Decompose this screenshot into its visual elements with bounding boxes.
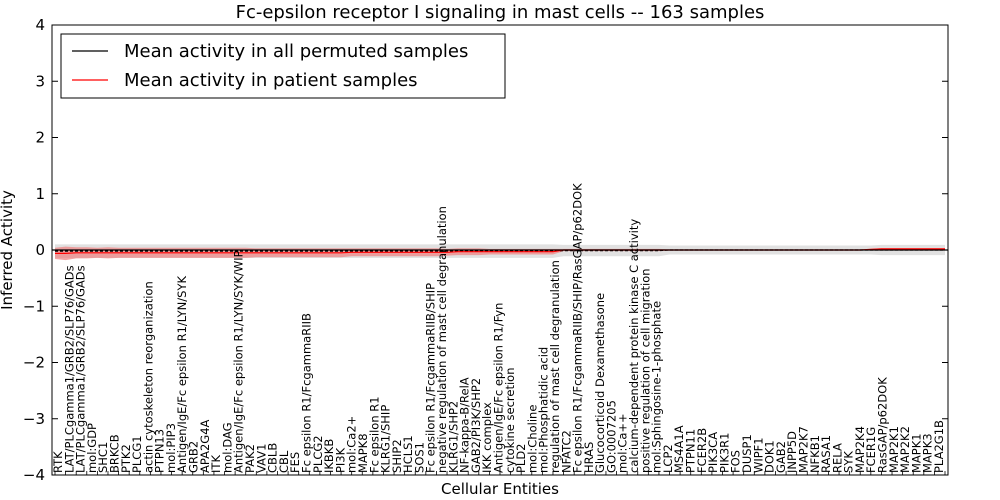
entity-label: PAK2 — [243, 444, 257, 473]
y-tick-label: −3 — [23, 410, 45, 428]
entity-label: HCLS1 — [401, 435, 415, 473]
entity-label: MAP2K2 — [898, 426, 912, 473]
y-ticks: −4 −3 −2 −1 0 1 2 3 4 — [23, 16, 948, 484]
entity-label: SOS1 — [412, 442, 426, 473]
entity-label: SHIP2 — [390, 439, 404, 473]
entity-label: cytokine secretion — [503, 367, 517, 473]
entity-label: FES — [288, 452, 302, 473]
entity-label: LAT/PLCgamma1/GRB2/SLP76/GADs — [74, 265, 88, 473]
entity-label: GO:0007205 — [604, 400, 618, 473]
entity-label: PTPN13 — [153, 429, 167, 473]
entity-label: FOS — [729, 450, 743, 473]
entity-label: MAP2K7 — [797, 426, 811, 473]
entity-label: FCER1G — [864, 427, 878, 473]
entity-label: RELA — [830, 443, 844, 473]
entity-label: ITK — [209, 455, 223, 473]
entity-label: Antigen/IgE/Fc epsilon R1/Fyn — [492, 303, 506, 473]
entity-label: PIK3R1 — [717, 433, 731, 474]
entity-label: MS4A1A — [672, 425, 686, 473]
entity-label: HRAS — [582, 442, 596, 473]
entity-label: LCP2 — [661, 444, 675, 473]
entity-label: PLCG1 — [130, 435, 144, 473]
entity-label: RasGAP/p62DOK — [876, 377, 890, 473]
legend-label-patient: Mean activity in patient samples — [124, 70, 418, 91]
legend-label-permuted: Mean activity in all permuted samples — [124, 41, 468, 62]
y-tick-label: −4 — [23, 466, 45, 484]
entity-label: Fc epsilon R1/FcgammaRIIB/SHIP/RasGAP/p6… — [571, 183, 585, 473]
entity-label: CBLB — [266, 443, 280, 473]
entity-label: calcium-dependent protein kinase C activ… — [627, 219, 641, 473]
entity-label: DOK1 — [763, 440, 777, 473]
entity-label: GRB2 — [187, 441, 201, 473]
entity-label: mol:Ca++ — [616, 413, 630, 473]
entity-label: Glucocorticoid Dexamethasone — [593, 293, 607, 473]
y-tick-label: −2 — [23, 354, 45, 372]
x-axis-label: Cellular Entities — [441, 480, 559, 498]
entity-label: mol:Choline — [525, 405, 539, 473]
entity-label: MAP2K4 — [853, 426, 867, 473]
entity-label: IKBKB — [322, 439, 336, 473]
y-tick-label: 1 — [35, 185, 45, 203]
chart-title: Fc-epsilon receptor I signaling in mast … — [236, 2, 765, 23]
entity-label: Fc epsilon R1/FcgammaRIIB/SHIP — [424, 283, 438, 473]
y-tick-label: 0 — [35, 241, 45, 259]
entity-label: CBL — [277, 450, 291, 473]
y-tick-label: −1 — [23, 297, 45, 315]
entity-label: NFATC2 — [559, 430, 573, 473]
entity-label: mol:Phosphatidic acid — [537, 347, 551, 473]
entity-label: MAPK3 — [921, 433, 935, 473]
entity-label: mol:Sphingosine-1-phosphate — [650, 301, 664, 473]
entity-label: PLD2 — [514, 443, 528, 473]
entity-label: IKK complex — [480, 402, 494, 473]
entity-label: PTK2 — [119, 444, 133, 473]
entity-label: MAP2K1 — [887, 426, 901, 473]
entity-label: SHC1 — [96, 442, 110, 473]
entity-label: actin cytoskeleton reorganization — [141, 281, 155, 473]
entity-label: WIPF1 — [751, 437, 765, 473]
entity-label: Fc epsilon R1/FcgammaRIIB — [300, 313, 314, 473]
entity-label: mol:DAG — [220, 422, 234, 473]
entity-label: Antigen/IgE/Fc epsilon R1/LYN/SYK/WIP — [232, 250, 246, 473]
entity-label: Fc epsilon R1 — [367, 396, 381, 473]
entity-label: positive regulation of cell migration — [638, 268, 652, 473]
entity-label: DUSP1 — [740, 434, 754, 473]
entity-label: RTK — [51, 451, 65, 473]
entity-label: BRKCB — [108, 434, 122, 473]
entity-label: KLRG1/SHP2 — [446, 401, 460, 473]
entity-label: SYK — [842, 451, 856, 473]
entity-label: NF-kappa-B/RelA — [458, 377, 472, 473]
y-tick-label: 2 — [35, 129, 45, 147]
entity-label: negative regulation of mast cell degranu… — [435, 206, 449, 473]
entity-label: PLCG2 — [311, 435, 325, 473]
entity-label: APA2G4A — [198, 419, 212, 472]
entity-labels: RTKLAT/PLCgamma1/GRB2/SLP76/GADsLAT/PLCg… — [51, 183, 946, 473]
legend-box — [60, 33, 506, 99]
entity-label: MAPK8 — [356, 433, 370, 473]
entity-label: INPP5D — [785, 431, 799, 473]
entity-label: PLA2G1B — [932, 420, 946, 473]
entity-label: GAB2/PI3K/SHP2 — [469, 378, 483, 473]
legend: Mean activity in all permuted samples Me… — [60, 33, 506, 99]
entity-label: PIK3CA — [706, 432, 720, 473]
entity-label: GAB2 — [774, 441, 788, 473]
y-axis-label: Inferred Activity — [0, 190, 16, 310]
entity-label: mol:PIP3 — [164, 423, 178, 473]
y-tick-label: 3 — [35, 72, 45, 90]
entity-label: PTPN11 — [684, 429, 698, 473]
entity-label: RASA1 — [819, 435, 833, 473]
entity-label: MAPK1 — [909, 433, 923, 473]
entity-label: KLRG1/SHIP — [379, 405, 393, 473]
entity-label: VAV1 — [254, 444, 268, 473]
entity-label: Antigen/IgE/Fc epsilon R1/LYN/SYK — [175, 276, 189, 473]
entity-label: NFKB1 — [808, 435, 822, 473]
entity-label: PI3K — [333, 447, 347, 473]
entity-label: FCER2B — [695, 428, 709, 473]
entity-label: mol:GDP — [85, 423, 99, 473]
entity-label: regulation of mast cell degranulation — [548, 260, 562, 473]
y-tick-label: 4 — [35, 16, 45, 34]
entity-label: mol:Ca2+ — [345, 416, 359, 473]
entity-label: LAT/PLCgamma1/GRB2/SLP76/GADs — [62, 265, 76, 473]
